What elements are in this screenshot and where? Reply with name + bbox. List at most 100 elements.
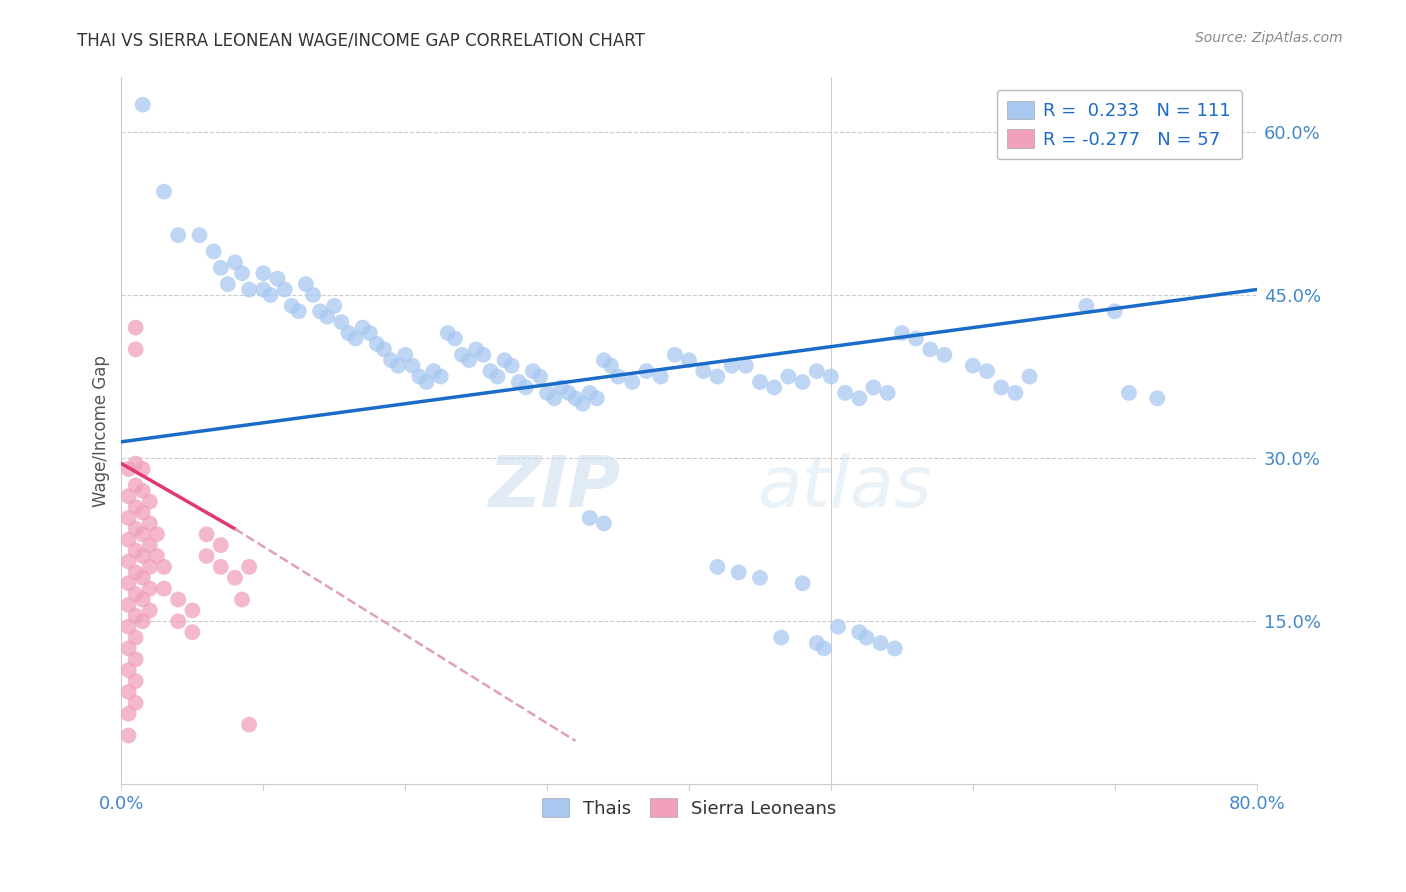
Point bbox=[153, 185, 176, 199]
Point bbox=[195, 527, 218, 541]
Point bbox=[238, 560, 260, 574]
Legend: Thais, Sierra Leoneans: Thais, Sierra Leoneans bbox=[534, 791, 844, 825]
Point bbox=[778, 369, 800, 384]
Point bbox=[813, 641, 835, 656]
Point bbox=[167, 228, 190, 243]
Point bbox=[238, 283, 260, 297]
Point bbox=[124, 696, 146, 710]
Point bbox=[543, 392, 565, 406]
Point bbox=[578, 385, 600, 400]
Point bbox=[344, 331, 367, 345]
Point bbox=[522, 364, 544, 378]
Point bbox=[848, 625, 870, 640]
Point bbox=[252, 283, 274, 297]
Point bbox=[408, 369, 430, 384]
Point bbox=[139, 516, 162, 531]
Point bbox=[359, 326, 381, 340]
Point bbox=[132, 592, 155, 607]
Point bbox=[302, 288, 325, 302]
Point bbox=[117, 641, 139, 656]
Point bbox=[181, 603, 204, 617]
Point bbox=[1104, 304, 1126, 318]
Point bbox=[529, 369, 551, 384]
Point bbox=[124, 608, 146, 623]
Point bbox=[550, 380, 572, 394]
Point bbox=[167, 614, 190, 628]
Point bbox=[479, 364, 502, 378]
Point bbox=[515, 380, 537, 394]
Point bbox=[494, 353, 516, 368]
Point bbox=[607, 369, 630, 384]
Point bbox=[564, 392, 586, 406]
Point bbox=[132, 614, 155, 628]
Point bbox=[146, 549, 169, 563]
Point bbox=[678, 353, 700, 368]
Point bbox=[124, 478, 146, 492]
Point bbox=[792, 375, 814, 389]
Point bbox=[209, 538, 232, 552]
Point bbox=[181, 625, 204, 640]
Point bbox=[749, 571, 772, 585]
Point bbox=[664, 348, 686, 362]
Point bbox=[153, 560, 176, 574]
Point bbox=[117, 729, 139, 743]
Point bbox=[869, 636, 891, 650]
Y-axis label: Wage/Income Gap: Wage/Income Gap bbox=[93, 355, 110, 507]
Point bbox=[720, 359, 742, 373]
Point bbox=[827, 620, 849, 634]
Point bbox=[1004, 385, 1026, 400]
Point bbox=[117, 685, 139, 699]
Point bbox=[195, 549, 218, 563]
Point bbox=[132, 549, 155, 563]
Point bbox=[876, 385, 898, 400]
Point bbox=[132, 97, 155, 112]
Point bbox=[422, 364, 444, 378]
Point bbox=[124, 652, 146, 666]
Point bbox=[706, 369, 728, 384]
Point bbox=[571, 397, 593, 411]
Point bbox=[501, 359, 523, 373]
Point bbox=[117, 489, 139, 503]
Point bbox=[323, 299, 346, 313]
Point bbox=[834, 385, 856, 400]
Point bbox=[273, 283, 295, 297]
Point bbox=[770, 631, 793, 645]
Point bbox=[280, 299, 302, 313]
Point bbox=[394, 348, 416, 362]
Point bbox=[124, 566, 146, 580]
Point bbox=[621, 375, 644, 389]
Point bbox=[231, 592, 253, 607]
Point bbox=[920, 343, 942, 357]
Text: ZIP: ZIP bbox=[489, 453, 621, 522]
Point bbox=[465, 343, 488, 357]
Point bbox=[238, 717, 260, 731]
Point bbox=[139, 560, 162, 574]
Point bbox=[124, 343, 146, 357]
Point bbox=[508, 375, 530, 389]
Point bbox=[934, 348, 956, 362]
Point bbox=[976, 364, 998, 378]
Point bbox=[706, 560, 728, 574]
Point bbox=[330, 315, 353, 329]
Point bbox=[486, 369, 509, 384]
Point bbox=[202, 244, 225, 259]
Point bbox=[124, 320, 146, 334]
Point bbox=[124, 457, 146, 471]
Point bbox=[146, 527, 169, 541]
Point bbox=[139, 582, 162, 596]
Point bbox=[557, 385, 579, 400]
Point bbox=[1018, 369, 1040, 384]
Point bbox=[727, 566, 749, 580]
Point bbox=[862, 380, 884, 394]
Point bbox=[316, 310, 339, 324]
Point bbox=[905, 331, 928, 345]
Point bbox=[217, 277, 239, 291]
Point bbox=[117, 598, 139, 612]
Point bbox=[124, 587, 146, 601]
Text: THAI VS SIERRA LEONEAN WAGE/INCOME GAP CORRELATION CHART: THAI VS SIERRA LEONEAN WAGE/INCOME GAP C… bbox=[77, 31, 645, 49]
Point bbox=[820, 369, 842, 384]
Point bbox=[436, 326, 458, 340]
Point bbox=[380, 353, 402, 368]
Point bbox=[578, 511, 600, 525]
Point bbox=[352, 320, 374, 334]
